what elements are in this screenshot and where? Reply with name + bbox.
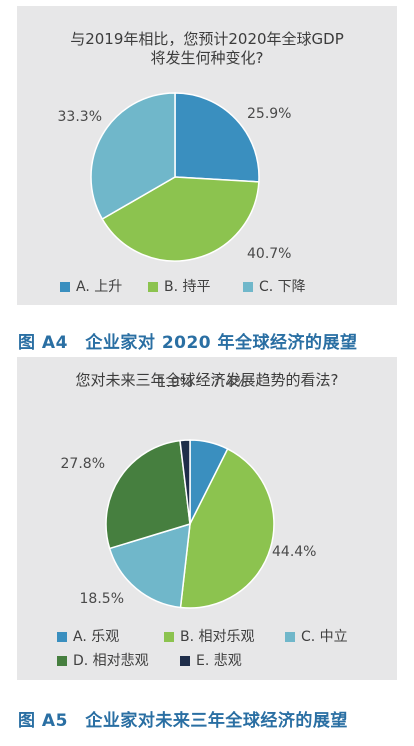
- legend-swatch: [148, 282, 158, 292]
- legend-label: A. 上升: [76, 279, 123, 295]
- data-label: 40.7%: [247, 246, 291, 262]
- data-label: 1.9%: [157, 375, 193, 391]
- chart-panel-a5: 您对未来三年全球经济发展趋势的看法? 7.4% 44.4% 18.5% 27.8% 1.…: [17, 357, 397, 680]
- legend-item-e: E. 悲观: [180, 652, 242, 670]
- legend-item-b: B. 持平: [148, 278, 211, 296]
- chart-title: 您对未来三年全球经济发展趋势的看法?: [75, 371, 339, 389]
- legend-item-b: B. 相对乐观: [164, 628, 255, 646]
- legend-a4: A. 上升 B. 持平 C. 下降: [17, 6, 397, 305]
- chart-panel-a4: 与2019年相比，您预计2020年全球GDP 将发生何种变化? 25.9% 40.…: [17, 6, 397, 305]
- legend-swatch: [57, 656, 67, 666]
- pie-chart-a5: 7.4% 44.4% 18.5% 27.8% 1.9%: [61, 375, 316, 609]
- data-label: 18.5%: [80, 591, 124, 607]
- figure-caption-a4: 图 A4 企业家对 2020 年全球经济的展望: [18, 333, 358, 353]
- data-label: 44.4%: [272, 544, 316, 560]
- legend-label: C. 中立: [301, 629, 348, 645]
- pie-slice: [105, 439, 191, 550]
- legend-swatch: [164, 632, 174, 642]
- legend-swatch: [60, 282, 70, 292]
- data-label: 27.8%: [61, 456, 105, 472]
- legend-label: E. 悲观: [196, 653, 242, 669]
- data-label: 33.3%: [58, 109, 102, 125]
- legend-swatch: [285, 632, 295, 642]
- figure-caption-a5: 图 A5 企业家对未来三年全球经济的展望: [18, 711, 348, 731]
- legend-label: C. 下降: [259, 279, 306, 295]
- legend-label: B. 相对乐观: [180, 629, 255, 645]
- legend-label: A. 乐观: [73, 629, 120, 645]
- legend-item-c: C. 中立: [285, 628, 348, 646]
- legend-label: B. 持平: [164, 279, 211, 295]
- legend-a5: A. 乐观 B. 相对乐观 C. 中立 D. 相对悲观 E. 悲观: [17, 357, 397, 680]
- legend-item-c: C. 下降: [243, 278, 306, 296]
- pie-chart-a4: 25.9% 40.7% 33.3%: [58, 92, 291, 262]
- pie-slice: [174, 92, 260, 183]
- chart-title: 与2019年相比，您预计2020年全球GDP 将发生何种变化?: [70, 30, 344, 67]
- data-label: 25.9%: [247, 106, 291, 122]
- legend-item-d: D. 相对悲观: [57, 652, 149, 670]
- pie-slice: [90, 92, 176, 221]
- legend-item-a: A. 上升: [60, 278, 122, 296]
- pie-slice: [108, 522, 191, 609]
- pie-slice: [101, 176, 260, 262]
- legend-swatch: [57, 632, 67, 642]
- legend-swatch: [243, 282, 253, 292]
- legend-label: D. 相对悲观: [73, 653, 149, 669]
- pie-slice: [179, 439, 191, 525]
- data-label: 7.4%: [212, 375, 248, 391]
- legend-item-a: A. 乐观: [57, 628, 119, 646]
- pie-slice: [179, 447, 275, 609]
- legend-swatch: [180, 656, 190, 666]
